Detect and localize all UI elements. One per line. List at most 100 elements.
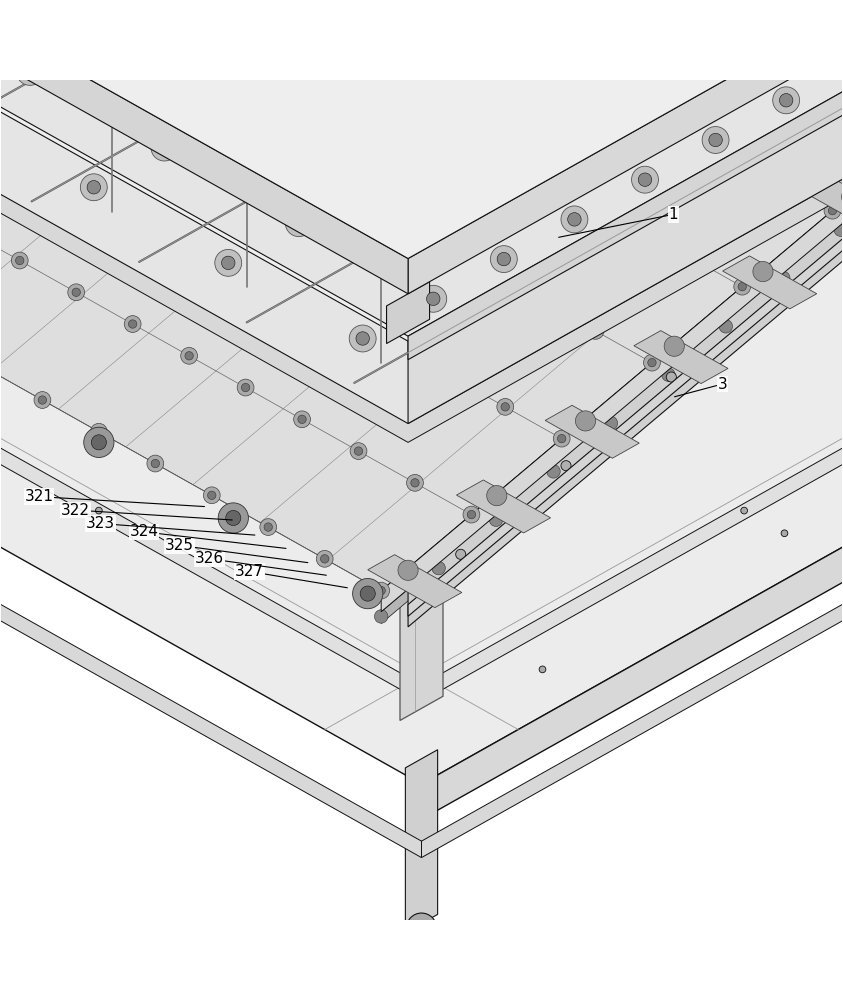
Polygon shape bbox=[408, 0, 843, 294]
Circle shape bbox=[356, 170, 383, 197]
Circle shape bbox=[15, 256, 24, 265]
Circle shape bbox=[561, 206, 588, 233]
Circle shape bbox=[662, 368, 675, 381]
Circle shape bbox=[486, 486, 507, 506]
Circle shape bbox=[776, 271, 790, 285]
Polygon shape bbox=[0, 0, 843, 442]
Circle shape bbox=[638, 173, 652, 186]
Circle shape bbox=[540, 666, 546, 673]
Circle shape bbox=[218, 244, 227, 252]
Polygon shape bbox=[0, 0, 843, 259]
Circle shape bbox=[228, 101, 242, 115]
Polygon shape bbox=[0, 0, 843, 591]
Circle shape bbox=[226, 510, 241, 526]
Circle shape bbox=[67, 284, 84, 301]
Polygon shape bbox=[556, 0, 843, 46]
Polygon shape bbox=[277, 156, 352, 199]
Circle shape bbox=[467, 510, 475, 519]
Circle shape bbox=[369, 22, 383, 35]
Polygon shape bbox=[381, 80, 843, 624]
Circle shape bbox=[802, 63, 819, 80]
Circle shape bbox=[136, 68, 153, 85]
Circle shape bbox=[275, 276, 283, 284]
Circle shape bbox=[305, 164, 321, 180]
Text: 1: 1 bbox=[559, 207, 679, 237]
Circle shape bbox=[806, 67, 814, 75]
Circle shape bbox=[621, 215, 637, 232]
Circle shape bbox=[339, 56, 356, 73]
Circle shape bbox=[709, 133, 722, 147]
Polygon shape bbox=[0, 448, 422, 858]
Circle shape bbox=[829, 206, 837, 215]
Circle shape bbox=[587, 322, 604, 339]
Circle shape bbox=[124, 316, 141, 332]
Circle shape bbox=[87, 181, 100, 194]
Circle shape bbox=[105, 180, 114, 189]
Circle shape bbox=[226, 0, 243, 9]
Circle shape bbox=[497, 252, 511, 266]
Circle shape bbox=[264, 523, 272, 531]
Text: 3: 3 bbox=[674, 377, 728, 397]
Circle shape bbox=[745, 31, 762, 48]
Circle shape bbox=[406, 913, 437, 943]
Circle shape bbox=[433, 0, 460, 2]
Polygon shape bbox=[0, 0, 843, 424]
Circle shape bbox=[530, 291, 547, 308]
Circle shape bbox=[557, 434, 566, 443]
Polygon shape bbox=[260, 0, 325, 15]
Circle shape bbox=[237, 379, 254, 396]
Circle shape bbox=[0, 113, 5, 129]
Circle shape bbox=[781, 530, 788, 537]
Circle shape bbox=[486, 12, 502, 29]
Circle shape bbox=[591, 327, 599, 335]
Circle shape bbox=[158, 141, 171, 154]
Polygon shape bbox=[408, 1, 843, 424]
Polygon shape bbox=[722, 256, 817, 309]
Circle shape bbox=[38, 396, 46, 404]
Polygon shape bbox=[0, 0, 408, 294]
Circle shape bbox=[681, 251, 690, 259]
Circle shape bbox=[413, 138, 430, 155]
Circle shape bbox=[749, 35, 758, 44]
Circle shape bbox=[647, 358, 656, 367]
Circle shape bbox=[349, 325, 376, 352]
Polygon shape bbox=[422, 307, 843, 701]
Polygon shape bbox=[0, 0, 422, 355]
Circle shape bbox=[534, 295, 543, 303]
Polygon shape bbox=[408, 0, 843, 360]
Circle shape bbox=[427, 292, 440, 306]
Circle shape bbox=[702, 127, 729, 153]
Polygon shape bbox=[422, 0, 843, 366]
Circle shape bbox=[664, 336, 685, 356]
Circle shape bbox=[418, 689, 425, 695]
Circle shape bbox=[626, 219, 633, 227]
Circle shape bbox=[343, 60, 352, 69]
Polygon shape bbox=[422, 0, 843, 323]
Polygon shape bbox=[422, 448, 843, 858]
Circle shape bbox=[50, 149, 57, 157]
Circle shape bbox=[711, 139, 728, 156]
Circle shape bbox=[383, 0, 433, 22]
Circle shape bbox=[91, 435, 106, 450]
Polygon shape bbox=[556, 0, 843, 187]
Circle shape bbox=[834, 223, 843, 236]
Circle shape bbox=[395, 0, 421, 9]
Circle shape bbox=[497, 398, 513, 415]
Polygon shape bbox=[0, 0, 843, 336]
Circle shape bbox=[547, 465, 561, 478]
Circle shape bbox=[542, 43, 559, 60]
Circle shape bbox=[741, 507, 748, 514]
Circle shape bbox=[162, 212, 170, 220]
Circle shape bbox=[83, 41, 92, 49]
Circle shape bbox=[395, 88, 412, 104]
Polygon shape bbox=[422, 0, 843, 355]
Polygon shape bbox=[422, 330, 843, 819]
Circle shape bbox=[553, 430, 570, 447]
Text: 321: 321 bbox=[24, 489, 205, 507]
Polygon shape bbox=[811, 181, 843, 234]
Circle shape bbox=[90, 423, 107, 440]
Circle shape bbox=[374, 610, 388, 623]
Circle shape bbox=[151, 134, 178, 161]
Polygon shape bbox=[0, 0, 448, 294]
Circle shape bbox=[719, 320, 733, 333]
